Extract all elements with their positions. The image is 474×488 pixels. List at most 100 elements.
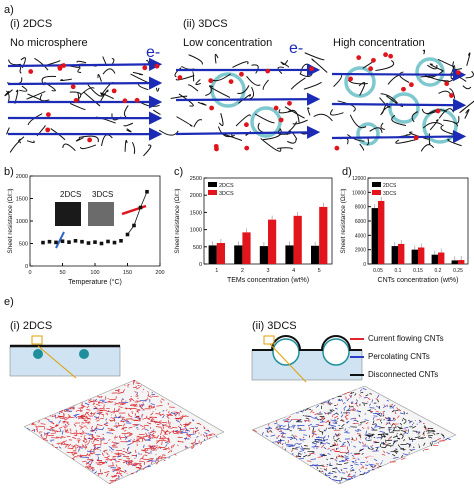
simulated-cnt (136, 467, 141, 469)
simulated-cnt (420, 437, 426, 439)
simulated-cnt (344, 414, 349, 417)
simulated-cnt (317, 428, 320, 431)
simulated-cnt (82, 430, 84, 433)
y-tick-label: 0 (25, 264, 28, 270)
simulated-cnt (162, 410, 165, 412)
cnt-wire (17, 136, 25, 142)
simulated-cnt (408, 452, 410, 454)
simulated-cnt (150, 403, 156, 406)
simulated-cnt (150, 412, 154, 416)
bar-3dcs (418, 247, 425, 264)
simulated-cnt (127, 435, 132, 437)
simulated-cnt (120, 453, 126, 456)
simulated-cnt (99, 462, 105, 466)
simulated-cnt (383, 410, 386, 413)
cnt-wire (369, 127, 383, 133)
simulated-cnt (280, 444, 286, 447)
simulated-cnt (322, 436, 325, 438)
simulated-cnt (352, 408, 355, 411)
cnt-wire (14, 89, 19, 104)
simulated-cnt (89, 467, 94, 470)
cnt-wire (79, 144, 97, 150)
simulated-cnt (139, 464, 143, 467)
schematic-3dcs-high-network (330, 49, 474, 152)
simulated-cnt (129, 432, 132, 435)
simulated-cnt (177, 440, 180, 443)
simulated-cnt (316, 466, 319, 470)
simulated-cnt (370, 445, 374, 449)
simulated-cnt (307, 454, 311, 457)
simulated-cnt (336, 461, 340, 465)
simulated-cnt (343, 392, 347, 395)
simulated-cnt (341, 419, 344, 421)
simulated-cnt (48, 420, 53, 423)
simulated-cnt (110, 427, 113, 431)
simulated-cnt (122, 389, 125, 393)
junction-dot (356, 55, 362, 61)
simulated-cnt (86, 461, 88, 465)
simulated-cnt (300, 439, 306, 441)
simulated-cnt (374, 424, 377, 429)
simulated-cnt (140, 385, 142, 388)
simulated-cnt (342, 443, 344, 446)
bar-3dcs (398, 243, 405, 264)
simulated-cnt (399, 427, 404, 430)
simulated-cnt (136, 408, 141, 411)
cnt-wire (76, 60, 87, 64)
cnt-wire (422, 121, 443, 129)
simulated-cnt (82, 440, 86, 443)
simulated-cnt (378, 465, 381, 467)
cnt-wire (304, 52, 325, 61)
simulated-cnt (307, 460, 312, 462)
simulated-cnt (349, 391, 355, 395)
cnt-wire (212, 73, 231, 82)
simulated-cnt (186, 422, 192, 425)
simulated-cnt (131, 398, 135, 402)
simulated-cnt (336, 433, 340, 437)
simulated-cnt (89, 458, 93, 462)
simulated-cnt (204, 432, 208, 435)
simulated-cnt (344, 430, 349, 433)
simulated-cnt (94, 428, 98, 432)
zoom-box (263, 335, 275, 345)
simulated-cnt (337, 470, 341, 474)
simulated-cnt (323, 446, 327, 450)
simulated-cnt (133, 425, 137, 427)
simulated-cnt (326, 442, 331, 445)
simulated-cnt (172, 443, 175, 448)
simulated-cnt (58, 426, 63, 429)
cnt-wire (437, 58, 456, 68)
simulated-cnt (422, 431, 425, 435)
simulated-cnt (83, 437, 87, 441)
simulated-cnt (189, 427, 195, 430)
simulated-cnt (372, 409, 376, 412)
simulated-cnt (346, 398, 350, 402)
simulated-cnt (298, 453, 302, 455)
junction-dot (455, 70, 461, 75)
simulated-cnt (338, 440, 342, 442)
simulated-cnt (378, 414, 382, 417)
cnt-wire (429, 76, 449, 82)
cnt-wire (77, 67, 82, 73)
simulated-cnt (314, 412, 319, 416)
y-tick-label: 2500 (190, 176, 202, 182)
simulated-cnt (296, 442, 300, 445)
junction-dot (73, 97, 79, 103)
simulated-cnt (127, 383, 130, 386)
simulated-cnt (282, 428, 290, 431)
bar-2dcs (391, 246, 398, 264)
simulated-cnt (298, 455, 302, 458)
junction-dot (273, 105, 279, 111)
simulated-cnt (85, 453, 89, 457)
simulated-cnt (97, 463, 101, 466)
simulated-cnt (367, 409, 372, 412)
simulated-cnt (141, 455, 144, 460)
simulated-cnt (109, 482, 112, 485)
simulated-cnt (319, 411, 322, 414)
data-point (54, 240, 58, 245)
simulated-cnt (147, 458, 153, 460)
simulated-cnt (106, 455, 110, 459)
cnt-wire (391, 114, 407, 126)
simulated-cnt (128, 426, 133, 429)
current-arrow (331, 98, 467, 112)
